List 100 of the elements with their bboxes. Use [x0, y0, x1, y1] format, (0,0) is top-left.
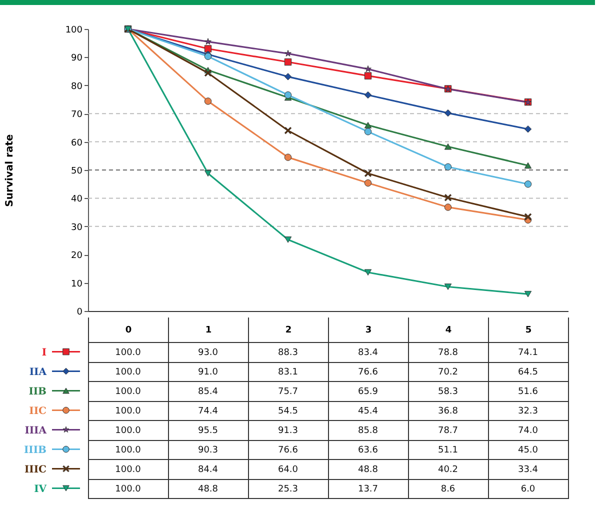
x-tick-label: 4: [445, 326, 452, 336]
point: [284, 236, 292, 243]
legend-label: IIA: [29, 366, 47, 378]
x-tick-label: 5: [525, 326, 532, 336]
y-tick-label: 90: [71, 54, 83, 64]
point: [204, 98, 212, 105]
data-label: 88.3: [278, 348, 298, 358]
point: [444, 109, 452, 117]
data-label: 33.4: [518, 464, 538, 475]
data-label: 78.7: [438, 426, 458, 436]
data-label: 51.1: [438, 445, 458, 456]
x-tick-label: 3: [365, 326, 372, 336]
data-label: 85.4: [198, 386, 218, 397]
data-label: 45.4: [358, 406, 378, 416]
legend-label: IV: [34, 484, 47, 495]
data-label: 74.4: [198, 406, 218, 416]
legend-label: I: [42, 347, 47, 358]
y-tick-label: 60: [71, 138, 83, 148]
y-tick-label: 50: [71, 166, 83, 176]
legend-label: IIB: [28, 386, 46, 398]
point: [284, 58, 292, 66]
point: [204, 69, 212, 77]
point: [284, 50, 292, 56]
point: [364, 179, 372, 187]
data-label: 45.0: [518, 445, 538, 456]
data-label: 36.8: [438, 406, 458, 416]
y-tick-label: 30: [71, 222, 83, 233]
data-label: 64.5: [518, 367, 538, 378]
data-label: 85.8: [358, 426, 378, 436]
point: [524, 162, 532, 169]
point: [444, 143, 452, 150]
y-tick-label: 70: [71, 110, 83, 120]
data-label: 48.8: [198, 484, 218, 494]
data-label: 93.0: [198, 348, 218, 358]
data-label: 91.0: [198, 367, 218, 378]
point: [204, 38, 212, 45]
point: [364, 128, 372, 136]
data-label: 100.0: [115, 348, 142, 358]
point: [284, 91, 292, 99]
x-tick-label: 1: [205, 326, 212, 336]
x-tick-label: 0: [125, 326, 132, 336]
point: [444, 163, 452, 170]
point: [524, 213, 532, 220]
point: [364, 65, 372, 72]
data-label: 75.7: [278, 386, 298, 397]
point: [364, 170, 372, 177]
point: [524, 290, 532, 298]
point: [364, 91, 372, 99]
data-label: 84.4: [198, 464, 218, 475]
point: [524, 180, 532, 188]
data-label: 54.5: [278, 406, 298, 416]
data-label: 40.2: [438, 464, 458, 475]
data-label: 48.8: [358, 464, 378, 475]
x-tick-label: 2: [285, 326, 292, 336]
data-label: 83.4: [358, 348, 378, 358]
point: [284, 154, 292, 161]
legend-label: IIIB: [24, 444, 46, 456]
y-tick-label: 80: [71, 82, 83, 92]
point: [204, 170, 212, 177]
y-axis-title: Survival rate: [4, 134, 16, 207]
y-tick-label: 10: [71, 279, 83, 290]
data-label: 100.0: [115, 484, 142, 494]
point: [524, 126, 532, 133]
point: [444, 204, 452, 211]
data-label: 76.6: [278, 445, 298, 456]
point: [364, 269, 372, 276]
data-label: 74.0: [518, 426, 538, 436]
data-label: 58.3: [438, 386, 458, 397]
data-label: 65.9: [358, 386, 378, 397]
data-label: 91.3: [278, 426, 298, 436]
point: [444, 284, 452, 290]
point: [364, 122, 372, 128]
legend-label: IIIA: [24, 425, 47, 436]
point: [284, 73, 292, 80]
y-tick-label: 20: [71, 251, 83, 262]
data-label: 63.6: [358, 445, 378, 456]
data-label: 74.1: [518, 348, 538, 358]
legend-label: IIIC: [24, 464, 47, 476]
legend-label: IIC: [29, 406, 47, 417]
data-label: 51.6: [518, 386, 538, 397]
data-label: 6.0: [520, 484, 536, 494]
data-label: 100.0: [115, 445, 142, 456]
data-label: 76.6: [358, 367, 378, 378]
point: [364, 72, 372, 80]
data-label: 95.5: [198, 426, 218, 436]
data-label: 100.0: [115, 386, 142, 397]
data-label: 25.3: [278, 484, 298, 494]
data-label: 8.6: [440, 484, 456, 494]
y-tick-label: 40: [71, 194, 83, 205]
point: [204, 45, 212, 52]
data-label: 78.8: [438, 348, 458, 358]
data-label: 70.2: [438, 367, 458, 378]
data-label: 83.1: [278, 367, 298, 378]
data-label: 100.0: [115, 426, 142, 436]
point: [284, 126, 292, 134]
data-label: 100.0: [115, 464, 142, 475]
data-label: 64.0: [278, 464, 298, 475]
y-tick-label: 0: [76, 308, 83, 318]
data-label: 90.3: [198, 445, 218, 456]
data-label: 32.3: [518, 406, 538, 416]
